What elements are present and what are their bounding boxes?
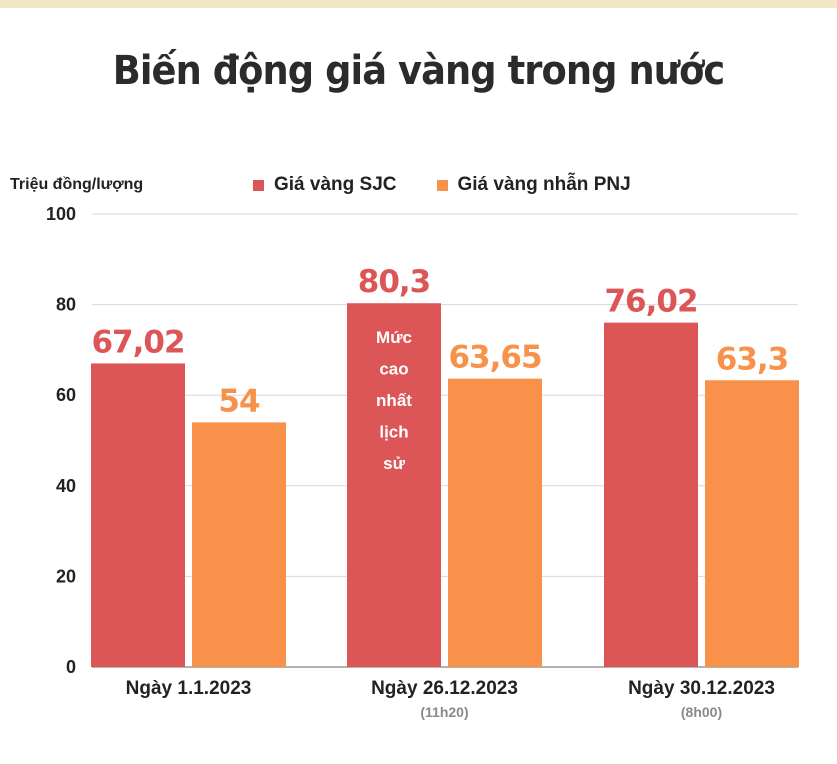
bar-value-label: 76,02 xyxy=(604,284,697,320)
y-axis-unit-label: Triệu đồng/lượng xyxy=(10,176,144,193)
y-tick-label: 100 xyxy=(46,204,76,224)
x-category-label: Ngày 30.12.2023 xyxy=(628,678,775,699)
bar xyxy=(91,363,185,667)
bar xyxy=(192,422,286,667)
bar-value-label: 63,3 xyxy=(716,341,789,377)
bar xyxy=(604,322,698,667)
annotation-line: cao xyxy=(379,360,408,379)
bar-value-label: 80,3 xyxy=(358,264,431,300)
x-category-note: (11h20) xyxy=(420,704,468,720)
bar-value-label: 67,02 xyxy=(91,324,184,360)
y-tick-label: 20 xyxy=(56,566,76,586)
legend: Giá vàng SJC Giá vàng nhẫn PNJ xyxy=(253,174,631,196)
legend-item-pnj: Giá vàng nhẫn PNJ xyxy=(436,174,631,196)
bar xyxy=(705,380,799,667)
bar-value-label: 63,65 xyxy=(448,340,541,376)
y-tick-label: 0 xyxy=(66,657,76,677)
annotation-line: lịch xyxy=(379,423,408,442)
x-category-note: (8h00) xyxy=(681,704,722,720)
legend-label-pnj: Giá vàng nhẫn PNJ xyxy=(457,174,631,195)
y-tick-label: 40 xyxy=(56,476,76,496)
legend-swatch-sjc xyxy=(253,179,264,191)
top-strip xyxy=(0,0,837,8)
legend-swatch-pnj xyxy=(436,179,448,191)
x-category-label: Ngày 26.12.2023 xyxy=(371,678,518,699)
legend-item-sjc: Giá vàng SJC xyxy=(253,174,397,196)
annotation-line: Mức xyxy=(376,328,412,347)
x-category-label: Ngày 1.1.2023 xyxy=(126,678,252,699)
legend-label-sjc: Giá vàng SJC xyxy=(274,174,397,195)
annotation-line: nhất xyxy=(376,391,412,410)
bar xyxy=(448,378,542,667)
y-tick-label: 80 xyxy=(56,295,76,315)
bar-value-label: 54 xyxy=(218,383,260,419)
bar xyxy=(347,303,441,667)
annotation-line: sử xyxy=(383,454,405,473)
chart-title: Biến động giá vàng trong nước xyxy=(112,48,725,94)
y-tick-label: 60 xyxy=(56,385,76,405)
